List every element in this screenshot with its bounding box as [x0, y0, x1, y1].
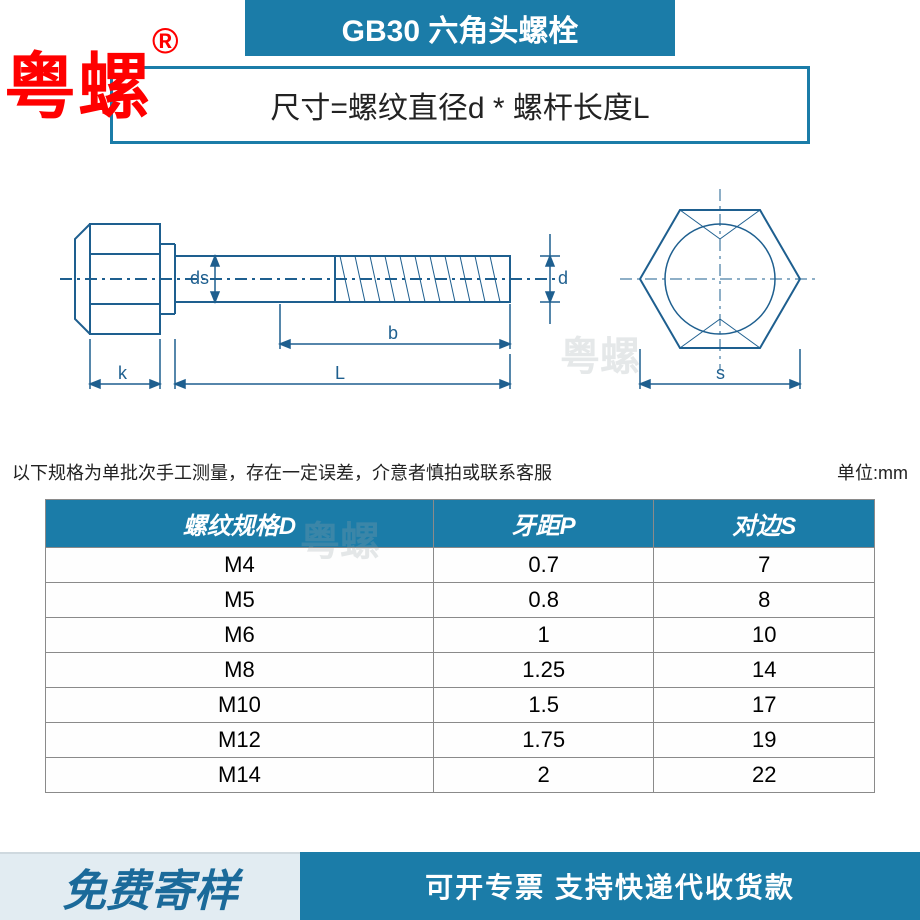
table-row: M40.77 — [46, 548, 875, 583]
table-cell: 1.5 — [433, 688, 654, 723]
title-banner: GB30 六角头螺栓 — [245, 0, 675, 56]
table-cell: M12 — [46, 723, 434, 758]
table-header: 螺纹规格D — [46, 500, 434, 548]
table-cell: M10 — [46, 688, 434, 723]
table-cell: M6 — [46, 618, 434, 653]
table-cell: 0.8 — [433, 583, 654, 618]
table-row: M101.517 — [46, 688, 875, 723]
table-row: M50.88 — [46, 583, 875, 618]
table-cell: 19 — [654, 723, 875, 758]
table-cell: 14 — [654, 653, 875, 688]
label-k: k — [118, 363, 128, 383]
brand-overlay: 粤螺® — [4, 28, 181, 133]
table-cell: 17 — [654, 688, 875, 723]
table-cell: M14 — [46, 758, 434, 793]
table-row: M14222 — [46, 758, 875, 793]
table-cell: 0.7 — [433, 548, 654, 583]
subtitle-box: 尺寸=螺纹直径d * 螺杆长度L — [110, 66, 810, 144]
table-cell: 1 — [433, 618, 654, 653]
table-cell: 7 — [654, 548, 875, 583]
label-ds: ds — [190, 268, 209, 288]
label-L: L — [335, 363, 345, 383]
table-cell: M4 — [46, 548, 434, 583]
note-row: 以下规格为单批次手工测量，存在一定误差，介意者慎拍或联系客服 单位:mm — [0, 459, 920, 485]
table-cell: 2 — [433, 758, 654, 793]
label-d: d — [558, 268, 568, 288]
table-cell: 22 — [654, 758, 875, 793]
table-cell: 1.25 — [433, 653, 654, 688]
table-row: M6110 — [46, 618, 875, 653]
table-row: M121.7519 — [46, 723, 875, 758]
table-cell: 8 — [654, 583, 875, 618]
note-left: 以下规格为单批次手工测量，存在一定误差，介意者慎拍或联系客服 — [12, 459, 552, 485]
table-row: M81.2514 — [46, 653, 875, 688]
table-header: 牙距P — [433, 500, 654, 548]
table-cell: M5 — [46, 583, 434, 618]
label-s: s — [716, 363, 725, 383]
table-cell: 1.75 — [433, 723, 654, 758]
reg-mark-icon: ® — [152, 20, 181, 61]
spec-table: 螺纹规格D牙距P对边S M40.77M50.88M6110M81.2514M10… — [45, 499, 875, 793]
footer-right: 可开专票 支持快递代收货款 — [300, 852, 920, 920]
brand-text: 粤螺 — [4, 48, 152, 128]
table-header: 对边S — [654, 500, 875, 548]
footer: 免费寄样 可开专票 支持快递代收货款 — [0, 852, 920, 920]
table-cell: M8 — [46, 653, 434, 688]
table-cell: 10 — [654, 618, 875, 653]
footer-left: 免费寄样 — [0, 852, 300, 920]
bolt-diagram: ds d b L — [0, 174, 920, 419]
note-right: 单位:mm — [837, 459, 908, 485]
label-b: b — [388, 323, 398, 343]
